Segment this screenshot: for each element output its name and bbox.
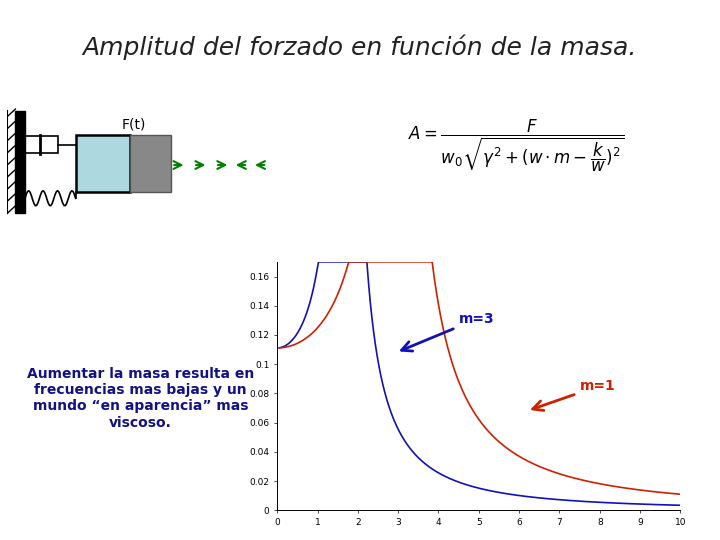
Text: Amplitud del forzado en función de la masa.: Amplitud del forzado en función de la ma… xyxy=(83,35,637,60)
Text: m=1: m=1 xyxy=(533,380,616,410)
Bar xyxy=(25,136,58,153)
Text: Aumentar la masa resulta en
frecuencias mas bajas y un
mundo “en aparencia” mas
: Aumentar la masa resulta en frecuencias … xyxy=(27,367,254,430)
Text: F(t): F(t) xyxy=(122,117,146,131)
Text: $A = \dfrac{F}{w_0\sqrt{\gamma^2 + (w \cdot m - \dfrac{k}{w})^2}}$: $A = \dfrac{F}{w_0\sqrt{\gamma^2 + (w \c… xyxy=(408,117,624,174)
Bar xyxy=(15,111,25,213)
Bar xyxy=(76,135,130,192)
Text: m=3: m=3 xyxy=(402,312,494,351)
Bar xyxy=(130,135,171,192)
